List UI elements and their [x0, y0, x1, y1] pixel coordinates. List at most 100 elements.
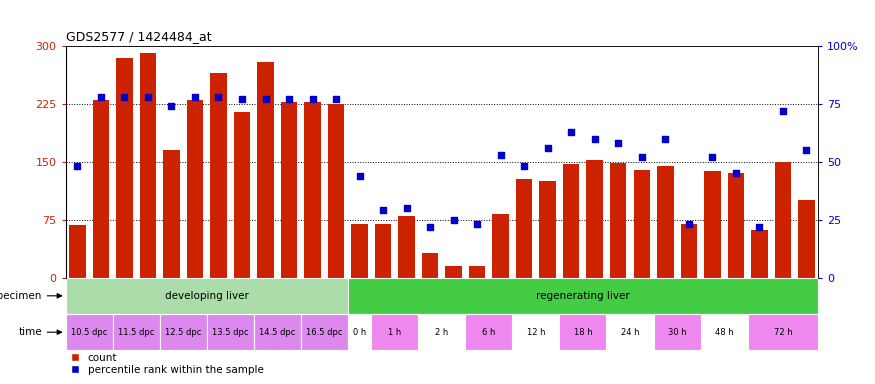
Bar — [374, 223, 391, 278]
Point — [588, 136, 602, 142]
Bar — [160, 314, 206, 350]
Bar — [348, 314, 371, 350]
Text: 11.5 dpc: 11.5 dpc — [118, 328, 154, 337]
Bar — [657, 166, 674, 278]
Point — [612, 140, 626, 146]
Bar — [301, 314, 348, 350]
Point — [282, 96, 296, 103]
Bar — [113, 314, 160, 350]
Text: 18 h: 18 h — [574, 328, 592, 337]
Bar — [610, 164, 626, 278]
Bar — [751, 230, 767, 278]
Bar — [257, 61, 274, 278]
Text: 6 h: 6 h — [482, 328, 495, 337]
Point — [493, 152, 507, 158]
Point — [164, 103, 178, 109]
Text: 14.5 dpc: 14.5 dpc — [259, 328, 296, 337]
Bar — [516, 179, 532, 278]
Bar — [206, 314, 254, 350]
Legend: count, percentile rank within the sample: count, percentile rank within the sample — [71, 353, 263, 375]
Point — [541, 145, 555, 151]
Bar — [422, 253, 438, 278]
Bar — [254, 314, 301, 350]
Point — [776, 108, 790, 114]
Point — [705, 154, 719, 160]
Bar — [798, 200, 815, 278]
Bar — [281, 102, 298, 278]
Point — [235, 96, 249, 103]
Point — [729, 170, 743, 177]
Text: 72 h: 72 h — [774, 328, 792, 337]
Bar — [728, 174, 744, 278]
Bar — [93, 100, 109, 278]
Bar — [328, 104, 344, 278]
Bar — [140, 53, 156, 278]
Bar — [348, 278, 818, 314]
Bar — [701, 314, 747, 350]
Point — [424, 223, 438, 230]
Bar — [116, 58, 133, 278]
Bar — [513, 314, 559, 350]
Point — [188, 94, 202, 100]
Bar — [747, 314, 818, 350]
Text: 24 h: 24 h — [620, 328, 640, 337]
Point — [329, 96, 343, 103]
Text: developing liver: developing liver — [164, 291, 248, 301]
Bar — [186, 100, 203, 278]
Text: 30 h: 30 h — [668, 328, 686, 337]
Text: regenerating liver: regenerating liver — [536, 291, 630, 301]
Point — [376, 207, 390, 214]
Point — [70, 164, 84, 170]
Bar — [634, 170, 650, 278]
Text: 2 h: 2 h — [435, 328, 449, 337]
Text: 16.5 dpc: 16.5 dpc — [306, 328, 342, 337]
Point — [658, 136, 672, 142]
Bar — [210, 73, 227, 278]
Bar — [563, 164, 579, 278]
Bar — [774, 162, 791, 278]
Bar — [352, 223, 367, 278]
Text: GDS2577 / 1424484_at: GDS2577 / 1424484_at — [66, 30, 211, 43]
Bar — [606, 314, 654, 350]
Text: 0 h: 0 h — [353, 328, 367, 337]
Text: 12 h: 12 h — [527, 328, 545, 337]
Bar — [398, 216, 415, 278]
Point — [446, 217, 460, 223]
Bar — [304, 102, 321, 278]
Text: 12.5 dpc: 12.5 dpc — [165, 328, 201, 337]
Point — [258, 96, 272, 103]
Bar — [66, 278, 348, 314]
Bar — [66, 314, 113, 350]
Text: time: time — [18, 327, 42, 337]
Point — [517, 164, 531, 170]
Bar — [371, 314, 418, 350]
Point — [94, 94, 108, 100]
Bar — [469, 266, 486, 278]
Bar — [559, 314, 606, 350]
Point — [634, 154, 648, 160]
Point — [564, 129, 578, 135]
Bar — [586, 160, 603, 278]
Bar — [69, 225, 86, 278]
Point — [305, 96, 319, 103]
Point — [141, 94, 155, 100]
Bar — [234, 112, 250, 278]
Bar — [540, 181, 556, 278]
Point — [470, 221, 484, 227]
Bar — [681, 223, 697, 278]
Point — [800, 147, 814, 153]
Text: 48 h: 48 h — [715, 328, 733, 337]
Text: specimen: specimen — [0, 291, 42, 301]
Text: 10.5 dpc: 10.5 dpc — [71, 328, 108, 337]
Point — [353, 173, 367, 179]
Point — [212, 94, 226, 100]
Point — [117, 94, 131, 100]
Bar — [466, 314, 513, 350]
Bar — [418, 314, 466, 350]
Bar — [445, 266, 462, 278]
Bar — [493, 214, 509, 278]
Point — [400, 205, 414, 211]
Text: 13.5 dpc: 13.5 dpc — [212, 328, 248, 337]
Bar — [704, 171, 720, 278]
Text: 1 h: 1 h — [388, 328, 402, 337]
